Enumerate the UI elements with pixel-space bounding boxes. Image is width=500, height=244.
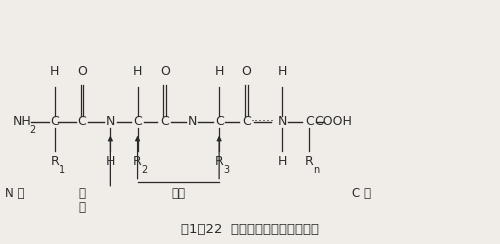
Text: H: H	[50, 65, 59, 78]
Text: O: O	[160, 65, 170, 78]
Text: 2: 2	[142, 165, 148, 175]
Text: C: C	[215, 115, 224, 129]
Text: C: C	[78, 115, 86, 129]
Text: H: H	[278, 155, 287, 168]
Text: NH: NH	[13, 115, 32, 129]
Text: N: N	[188, 115, 196, 129]
Text: H: H	[133, 65, 142, 78]
Text: 键: 键	[78, 201, 86, 214]
Text: R: R	[215, 155, 224, 168]
Text: C: C	[305, 115, 314, 129]
Text: 残基: 残基	[172, 187, 185, 200]
Text: C: C	[160, 115, 169, 129]
Text: H: H	[106, 155, 115, 168]
Text: C: C	[50, 115, 59, 129]
Text: H: H	[278, 65, 287, 78]
Text: R: R	[50, 155, 59, 168]
Text: C 端: C 端	[352, 187, 371, 200]
Text: 3: 3	[223, 165, 229, 175]
Text: N: N	[278, 115, 287, 129]
Text: H: H	[214, 65, 224, 78]
Text: COOH: COOH	[314, 115, 352, 129]
Text: N: N	[106, 115, 115, 129]
Text: R: R	[305, 155, 314, 168]
Text: C: C	[133, 115, 142, 129]
Text: 肽: 肽	[78, 187, 86, 200]
Text: 2: 2	[29, 125, 35, 135]
Text: n: n	[313, 165, 320, 175]
Text: 1: 1	[58, 165, 64, 175]
Text: ······: ······	[250, 115, 274, 129]
Text: 图1－22  蛋白质的化学结构示意图: 图1－22 蛋白质的化学结构示意图	[181, 223, 319, 236]
Text: O: O	[242, 65, 252, 78]
Text: N 端: N 端	[6, 187, 25, 200]
Text: C: C	[242, 115, 250, 129]
Text: O: O	[77, 65, 87, 78]
Text: R: R	[133, 155, 142, 168]
